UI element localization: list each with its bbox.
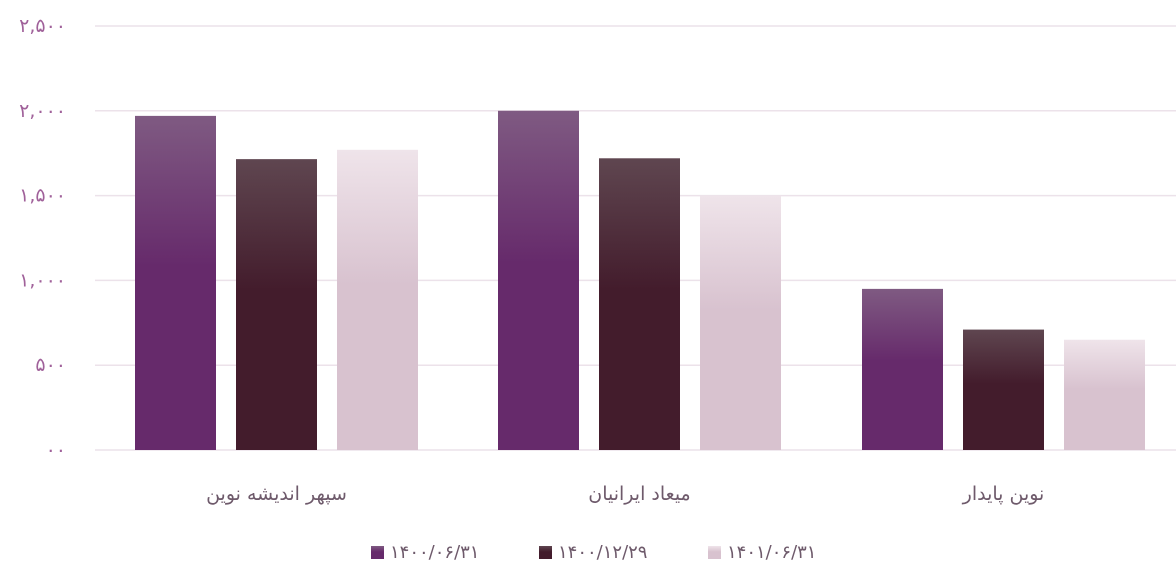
y-tick-label: ۱,۵۰۰ bbox=[19, 185, 66, 207]
y-tick-label: ۵۰۰ bbox=[35, 354, 66, 376]
y-tick-label: ۲,۵۰۰ bbox=[19, 15, 66, 37]
x-category-label: نوین پایدار bbox=[962, 483, 1045, 505]
legend-label: ۱۴۰۰/۱۲/۲۹ bbox=[558, 542, 647, 563]
bar bbox=[236, 159, 317, 451]
bar bbox=[498, 110, 579, 451]
legend-swatch bbox=[539, 546, 552, 559]
legend-label: ۱۴۰۱/۰۶/۳۱ bbox=[727, 542, 816, 563]
y-tick-label: ۰۰ bbox=[46, 439, 66, 461]
bar bbox=[862, 288, 943, 450]
bar bbox=[135, 115, 216, 450]
y-tick-label: ۲,۰۰۰ bbox=[19, 100, 66, 122]
legend-label: ۱۴۰۰/۰۶/۳۱ bbox=[390, 542, 479, 563]
legend-swatch bbox=[708, 546, 721, 559]
bar bbox=[337, 149, 418, 451]
bar bbox=[1064, 339, 1145, 450]
legend-swatch bbox=[371, 546, 384, 559]
bar bbox=[599, 158, 680, 450]
bar bbox=[963, 329, 1044, 450]
y-tick-label: ۱,۰۰۰ bbox=[19, 269, 66, 291]
bar bbox=[700, 195, 781, 450]
x-category-label: میعاد ایرانیان bbox=[588, 483, 690, 505]
x-category-label: سپهر اندیشه نوین bbox=[206, 483, 347, 505]
